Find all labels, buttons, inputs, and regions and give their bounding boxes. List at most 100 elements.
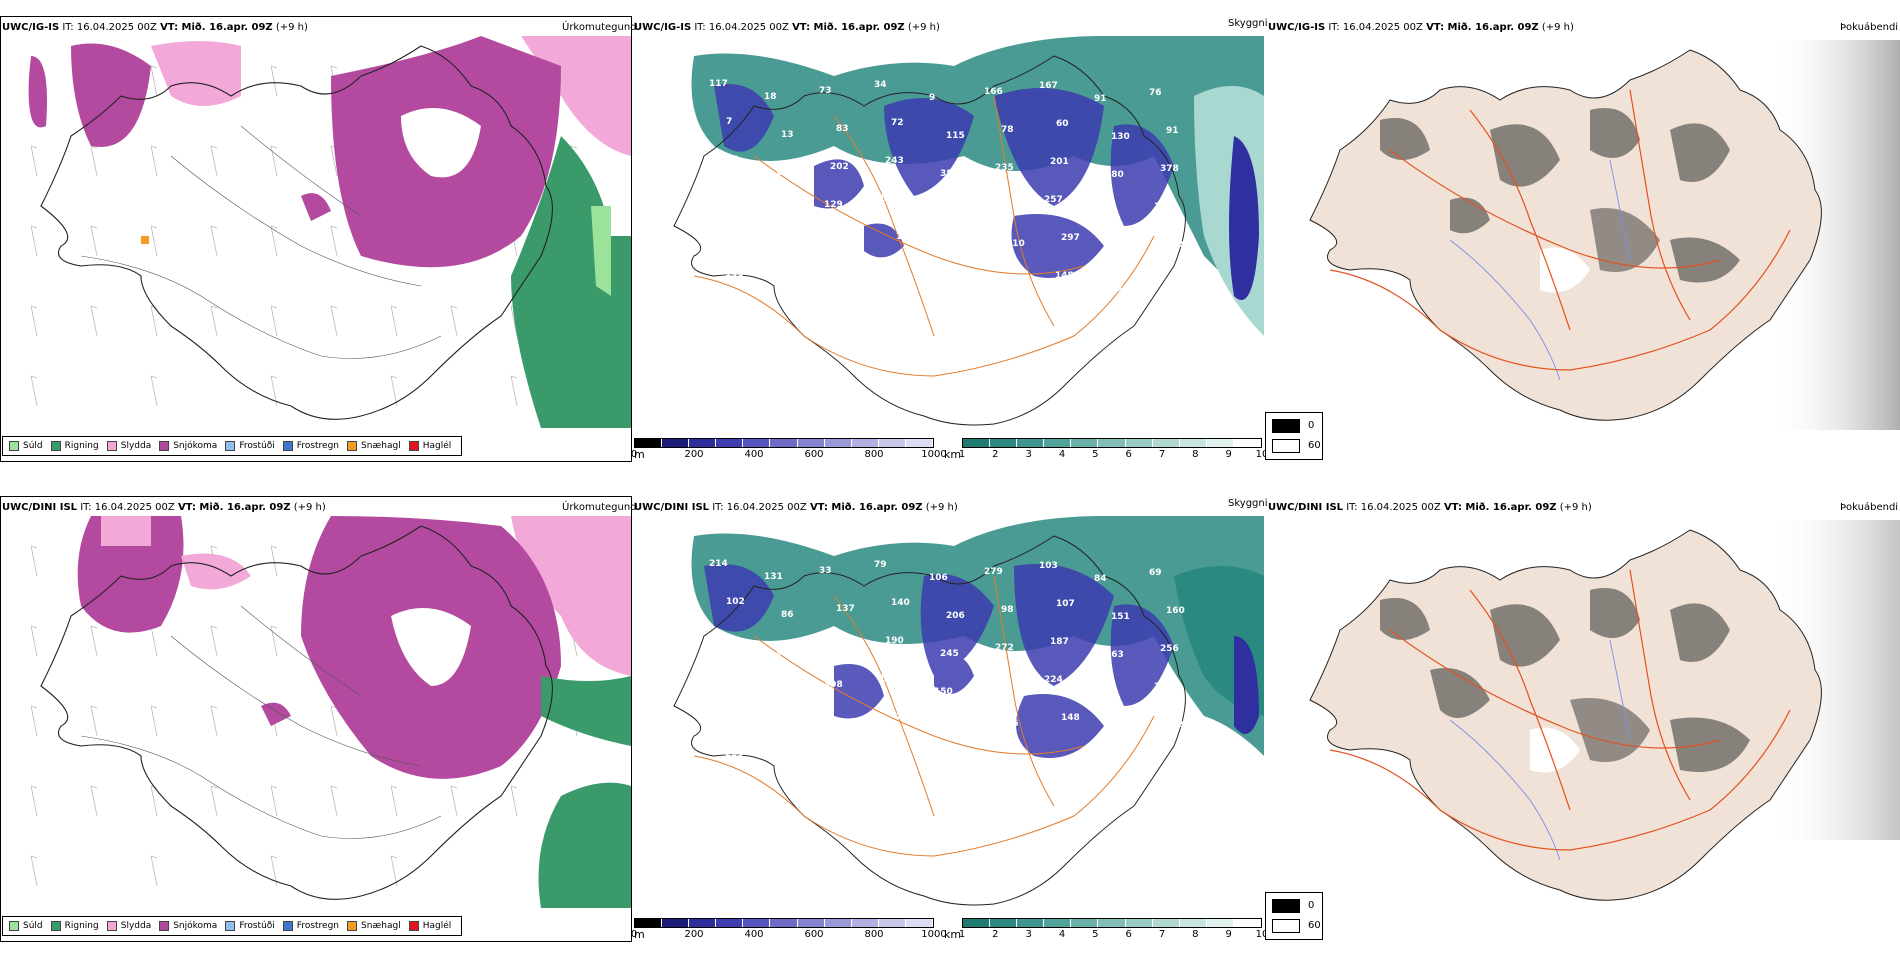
cloud-base-label: 130 [1111,132,1130,142]
cloud-base-label: 306 [1171,240,1190,250]
snjokoma-swatch [159,921,170,931]
lead-time: (+9 h) [925,502,958,513]
init-time: IT: 16.04.2025 00Z [80,502,175,513]
valid-time: VT: Mið. 16.apr. 09Z [792,22,905,33]
precip-fields [77,516,631,908]
colorbar-swatch [878,439,906,447]
cloud-base-label: 98 [1001,605,1014,615]
legend-label: Snjókoma [173,441,218,451]
precip-legend: Súld Rigning Slydda Snjókoma Frostúði Fr… [2,916,462,936]
colorbar-tick-label: 800 [864,449,884,460]
legend-item-haglel: Haglél [408,441,451,451]
colorbar-swatch [1044,439,1072,447]
colorbar-swatch [905,919,934,927]
cloud-base-label: 161 [830,642,849,652]
cloud-base-labels: 214 131 33 79 106 279 103 84 69 102 86 137 140 206 98 1… [709,559,1190,773]
valid-time: VT: Mið. 16.apr. 09Z [160,22,273,33]
cloud-base-label: 185 [1099,688,1118,698]
fog-black-swatch [1272,899,1300,913]
frostregn-swatch [282,441,293,451]
cloud-base-label: 256 [1160,644,1179,654]
cloud-base-label: 88 [890,270,903,280]
cloud-base-label: 187 [1050,637,1069,647]
colorbar-swatch [662,439,690,447]
init-time: IT: 16.04.2025 00Z [62,22,157,33]
cloud-base-label: 192 [720,155,739,165]
precip-panel-frame [0,16,632,462]
cloud-base-label: 156 [1116,726,1135,736]
cloud-base-label: 64 [945,283,958,293]
iceland-coast [40,45,553,420]
roads [693,575,1155,857]
colorbar-tick-label: 0 [630,929,638,940]
fog-black-swatch [1272,419,1300,433]
legend-item-rigning: Rigning [50,921,99,931]
cloud-base-label: 166 [984,87,1003,97]
init-time: IT: 16.04.2025 00Z [1346,502,1441,513]
legend-item-haglel: Haglél [408,921,451,931]
colorbar-tick-label: 8 [1192,929,1199,940]
roads [80,605,442,839]
colorbar-tick-label: 400 [744,929,764,940]
vis-bar-unit: km [944,928,962,941]
legend-item-frostregn: Frostregn [282,441,340,451]
colorbar-swatch [1125,439,1153,447]
haglel-swatch [408,441,419,451]
legend-item-snjokoma: Snjókoma [159,921,217,931]
roads [1329,89,1791,371]
lead-time: (+9 h) [907,22,940,33]
colorbar-swatch [1152,919,1180,927]
cloud-base-label: 393 [951,245,970,255]
vis-panel-header: UWC/DINI ISL IT: 16.04.2025 00Z VT: Mið.… [634,502,958,514]
cloud-base-label: 91 [1166,126,1179,136]
colorbar-tick-label: 600 [804,449,824,460]
cloud-base-label: 86 [781,610,794,620]
colorbar-swatch [878,919,906,927]
colorbar-tick-label: 4 [1058,449,1066,460]
cloud-base-label: 115 [946,131,965,141]
sudd-swatch [9,441,19,451]
colorbar-swatch [990,439,1018,447]
rivers [1449,159,1631,381]
colorbar-tick-label: 200 [684,929,704,940]
colorbar-tick-label: 200 [684,449,704,460]
cloud-bar-swatches [634,438,934,448]
colorbar-swatch [1125,919,1153,927]
legend-label: Frostregn [296,921,340,931]
precip-panel-frame [0,496,632,942]
cloud-base-label: 199 [775,168,794,178]
cloud-base-label: 160 [1166,606,1185,616]
cloud-base-label: 228 [786,724,805,734]
cloud-base-label: 132 [841,718,860,728]
legend-label: Snæhagl [361,921,401,931]
fog-panel-header: UWC/DINI ISL IT: 16.04.2025 00Z VT: Mið.… [1268,502,1592,514]
cloud-base-label: 117 [709,79,728,89]
colorbar-swatch [1179,919,1207,927]
colorbar-swatch [1071,439,1099,447]
precip-panel-header: UWC/DINI ISL IT: 16.04.2025 00Z VT: Mið.… [2,502,326,514]
cloud-base-label: 245 [940,649,959,659]
cloud-base-label: 263 [786,244,805,254]
colorbar-tick-label: 600 [804,929,824,940]
legend-label: Rigning [64,921,99,931]
cloud-base-label: 141 [879,674,898,684]
init-time: IT: 16.04.2025 00Z [694,22,789,33]
legend-label: Frostregn [296,441,340,451]
colorbar-tick-label: 10 [1255,449,1269,460]
cloud-base-label: 107 [1056,599,1075,609]
cloud-base-label: 18 [764,92,777,102]
cloud-base-label: 210 [1006,239,1025,249]
model-name: UWC/IG-IS [634,22,692,33]
cloud-base-label: 79 [1000,757,1013,767]
cloud-base-label: 129 [824,200,843,210]
snaehagl-swatch [347,441,358,451]
frostregn-swatch [282,921,293,931]
cloud-base-label: 257 [1044,195,1063,205]
precip-map [30,516,631,908]
cloud-bar-ticks: 0 200 400 600 800 1000 [630,928,947,942]
colorbar-swatch [1233,919,1262,927]
legend-item-sudd: Súld [9,921,43,931]
cloud-base-label: 102 [726,597,745,607]
valid-time: VT: Mið. 16.apr. 09Z [1443,502,1557,513]
legend-label: Frostúði [239,441,275,451]
